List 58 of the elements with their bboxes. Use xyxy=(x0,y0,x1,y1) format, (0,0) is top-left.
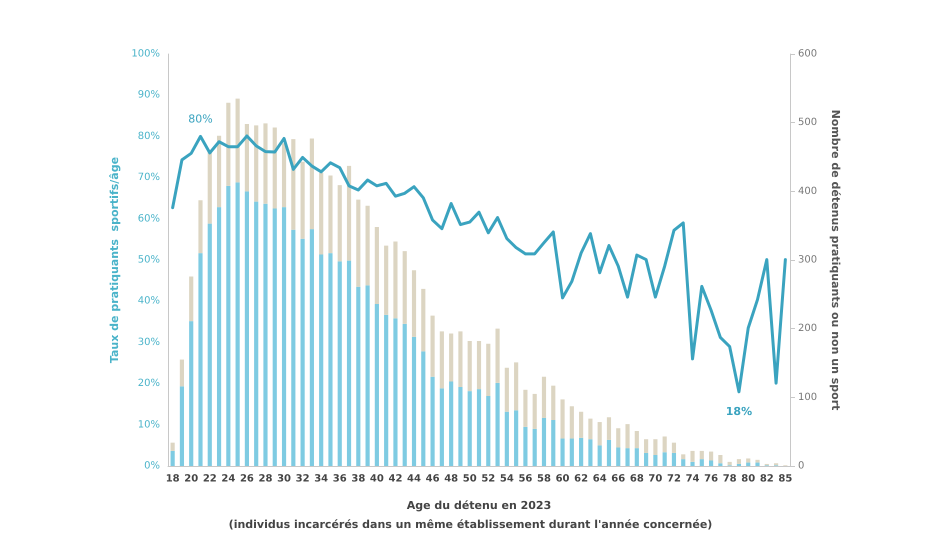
x-tick-label: 48 xyxy=(444,474,458,484)
x-tick-label: 28 xyxy=(258,474,272,484)
x-tick-label: 20 xyxy=(184,474,198,484)
x-tick-label: 58 xyxy=(537,474,551,484)
x-tick-label: 36 xyxy=(332,474,347,484)
data-label: 18% xyxy=(726,404,752,418)
x-tick-label: 18 xyxy=(166,474,180,484)
y-tick-label: 80% xyxy=(138,130,160,142)
x-tick-label: 30 xyxy=(277,474,292,484)
x-tick-label: 70 xyxy=(648,474,662,484)
y2-tick-label: 200 xyxy=(798,323,818,334)
x-tick-label: 46 xyxy=(426,474,440,484)
x-tick-label: 54 xyxy=(500,474,514,484)
y2-tick-label: 500 xyxy=(798,117,818,128)
x-tick-label: 44 xyxy=(407,474,422,484)
x-tick-label: 32 xyxy=(296,474,310,484)
x-tick-label: 64 xyxy=(592,474,607,484)
x-tick-label: 82 xyxy=(760,474,774,484)
x-tick-label: 22 xyxy=(202,474,217,484)
y2-axis-title: Nombre de détenus pratiquants ou non un sport xyxy=(829,110,842,410)
y-tick-label: 90% xyxy=(138,90,160,101)
y-tick-label: 10% xyxy=(138,419,160,430)
y-tick-label: 60% xyxy=(138,213,160,224)
x-tick-label: 80 xyxy=(741,474,756,484)
x-tick-label: 56 xyxy=(518,474,532,484)
x-tick-label: 60 xyxy=(556,474,570,484)
y-tick-label: 70% xyxy=(138,172,160,184)
x-tick-label: 68 xyxy=(630,474,644,484)
x-tick-label: 76 xyxy=(704,474,718,484)
x-tick-label: 26 xyxy=(240,474,254,484)
y2-tick-label: 0 xyxy=(798,460,804,472)
x-tick-label: 85 xyxy=(778,474,792,484)
y2-tick-label: 300 xyxy=(798,254,818,266)
x-tick-label: 62 xyxy=(574,474,588,484)
x-tick-label: 74 xyxy=(686,474,700,484)
y-tick-label: 30% xyxy=(138,336,160,348)
y-tick-label: 0% xyxy=(144,460,160,472)
y-tick-label: 100% xyxy=(131,48,160,60)
x-axis-title: Age du détenu en 2023 xyxy=(406,499,552,512)
x-tick-label: 38 xyxy=(351,474,366,484)
x-tick-label: 72 xyxy=(666,474,681,484)
x-tick-label: 34 xyxy=(314,474,328,484)
x-tick-label: 50 xyxy=(462,474,477,484)
x-tick-label: 40 xyxy=(370,474,384,484)
text: (individus incarcérés dans un même établissement durant l'année concernée) xyxy=(228,518,712,531)
y-tick-label: 20% xyxy=(138,378,160,390)
y2-tick-label: 100 xyxy=(798,392,818,403)
y-axis-title: Taux de pratiquants sportifs/âge xyxy=(108,156,121,364)
y-tick-label: 50% xyxy=(138,254,160,266)
x-tick-label: 52 xyxy=(481,474,496,484)
x-tick-label: 66 xyxy=(611,474,626,484)
x-tick-label: 24 xyxy=(221,474,236,484)
y2-tick-label: 600 xyxy=(798,48,818,60)
y2-tick-label: 400 xyxy=(798,186,818,197)
x-tick-label: 78 xyxy=(722,474,737,484)
data-label: 80% xyxy=(188,112,213,126)
y-tick-label: 40% xyxy=(138,296,160,307)
x-tick-label: 42 xyxy=(388,474,402,484)
